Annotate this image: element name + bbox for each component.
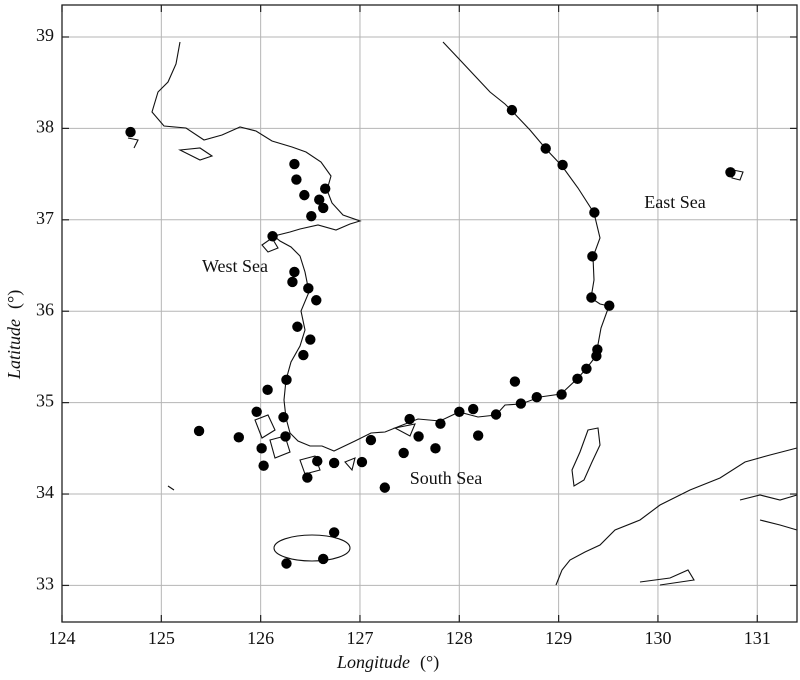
annotation: West Sea — [202, 256, 268, 276]
station-point — [312, 455, 323, 467]
station-point — [314, 194, 325, 205]
y-axis-title: Latitude — [4, 319, 24, 380]
x-tick-label: 128 — [446, 628, 473, 648]
station-point — [328, 457, 340, 469]
station-point — [328, 527, 340, 538]
y-tick-label: 36 — [36, 299, 54, 319]
coastline-japan — [555, 447, 798, 586]
station-point — [125, 126, 136, 138]
station-point — [604, 300, 615, 311]
station-point — [430, 443, 441, 454]
station-point — [509, 376, 521, 387]
station-point — [306, 210, 317, 222]
x-tick-label: 126 — [247, 628, 274, 648]
station-point — [379, 482, 391, 493]
station-point — [278, 412, 289, 423]
station-point — [398, 447, 409, 459]
station-point — [289, 266, 300, 278]
grid-layer — [61, 5, 797, 622]
station-point — [468, 403, 479, 415]
coastline-jeju — [273, 534, 351, 562]
station-point — [591, 350, 602, 362]
annotation: South Sea — [410, 468, 483, 488]
station-point — [233, 432, 244, 443]
y-axis-title-group: Latitude (°) — [4, 290, 25, 380]
station-point — [289, 158, 300, 170]
station-point — [540, 143, 551, 154]
station-point — [256, 443, 267, 454]
annotation: East Sea — [644, 192, 705, 212]
station-point — [302, 472, 313, 483]
station-point — [404, 413, 415, 425]
x-tick-label: 127 — [346, 628, 373, 648]
coastline-islands-west — [127, 137, 416, 491]
station-point — [298, 349, 309, 361]
station-point — [320, 183, 331, 194]
station-point — [318, 553, 329, 565]
station-point — [281, 374, 292, 385]
station-point — [556, 389, 567, 400]
y-axis-unit: (°) — [4, 290, 25, 309]
coastline-mainland — [151, 41, 610, 452]
station-point — [725, 167, 736, 178]
station-point — [318, 202, 329, 214]
station-point — [413, 431, 424, 442]
axes-layer: 124 125 126 127 128 129 130 131 33 34 35 36 37 38 39 — [36, 5, 797, 648]
x-tick-label: 130 — [644, 628, 671, 648]
station-point — [299, 189, 310, 201]
station-point — [581, 363, 592, 375]
station-point — [281, 558, 292, 569]
station-point — [365, 434, 377, 446]
x-tick-label: 131 — [744, 628, 771, 648]
station-point — [356, 456, 368, 468]
station-point — [291, 174, 302, 185]
station-point — [586, 292, 597, 303]
station-point — [506, 104, 518, 116]
station-point — [287, 276, 298, 288]
station-point — [305, 334, 316, 345]
y-tick-label: 38 — [36, 117, 54, 137]
station-point — [251, 406, 262, 417]
station-point — [303, 283, 314, 294]
x-tick-label: 124 — [49, 628, 76, 648]
station-point — [531, 391, 542, 403]
y-tick-label: 35 — [36, 391, 54, 411]
station-point — [587, 251, 598, 262]
y-tick-label: 34 — [36, 482, 54, 502]
coastline-tsushima — [571, 427, 601, 487]
x-axis-unit: (°) — [420, 652, 439, 673]
station-point — [267, 231, 278, 242]
station-point — [490, 409, 502, 420]
station-point — [572, 373, 583, 385]
y-tick-label: 39 — [36, 25, 54, 45]
station-point — [292, 321, 303, 332]
station-point — [311, 295, 322, 306]
x-tick-label: 129 — [545, 628, 572, 648]
station-point — [454, 406, 465, 417]
station-point — [280, 431, 291, 442]
station-point — [193, 425, 205, 437]
station-point — [435, 418, 446, 429]
station-point — [515, 398, 527, 409]
station-point — [589, 207, 600, 218]
plot-frame — [61, 4, 798, 623]
station-point — [258, 460, 269, 471]
x-axis-title: Longitude — [336, 652, 410, 672]
station-point — [557, 159, 568, 171]
y-tick-label: 33 — [36, 574, 54, 594]
station-point — [262, 384, 273, 396]
x-tick-label: 125 — [148, 628, 175, 648]
points-layer — [125, 104, 736, 569]
coastline — [127, 41, 798, 586]
y-tick-label: 37 — [36, 208, 54, 228]
station-point — [472, 430, 484, 441]
